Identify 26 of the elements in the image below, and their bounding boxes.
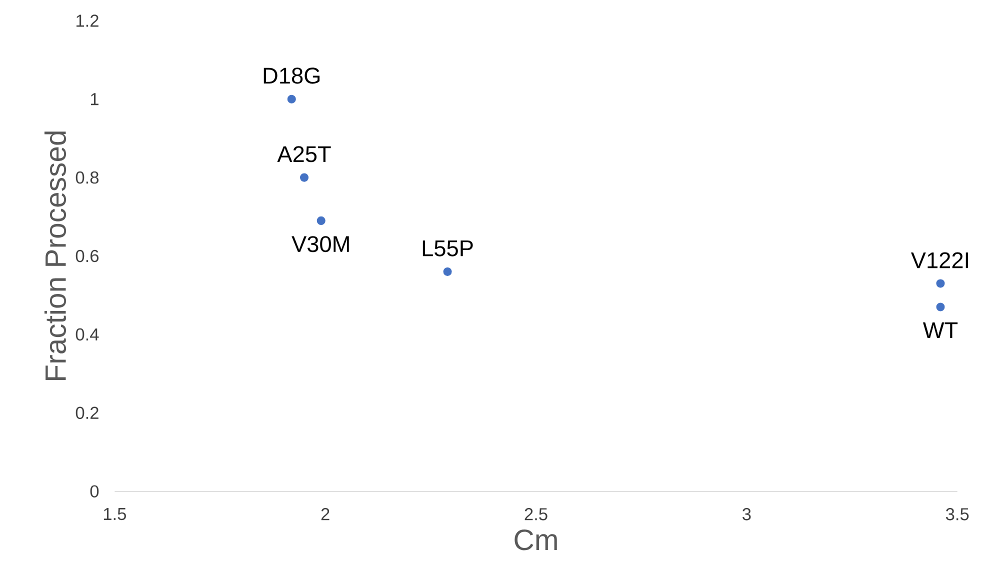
point xyxy=(316,216,326,225)
annotation: A25T xyxy=(277,146,331,162)
point xyxy=(936,302,945,312)
y-tick-label: 0 xyxy=(90,485,99,498)
y-tick-label: 1 xyxy=(90,93,98,106)
x-tick-label: 2.5 xyxy=(524,508,548,520)
x-tick-label: 2 xyxy=(321,508,330,520)
y-tick-label: 0.6 xyxy=(76,250,99,262)
x-tick-label: 3.5 xyxy=(946,508,969,520)
point xyxy=(300,173,309,182)
x-tick-label: 3 xyxy=(742,508,751,520)
point xyxy=(443,267,452,276)
x-tick-label: 1.5 xyxy=(104,508,126,520)
point xyxy=(287,94,296,104)
annotation: WT xyxy=(922,322,958,338)
x-axis-title: Cm xyxy=(514,529,557,550)
annotation: L55P xyxy=(422,240,473,256)
y-tick-label: 0.8 xyxy=(76,171,99,184)
y-tick-label: 0.4 xyxy=(76,328,99,341)
y-tick-label: 1.2 xyxy=(76,14,98,27)
annotation: D18G xyxy=(264,68,320,84)
annotation: V122I xyxy=(910,252,968,268)
y-axis-title: Fraction Processed xyxy=(44,132,66,380)
annotation: V30M xyxy=(292,236,349,252)
point xyxy=(936,279,945,288)
y-tick-label: 0.2 xyxy=(76,406,98,420)
